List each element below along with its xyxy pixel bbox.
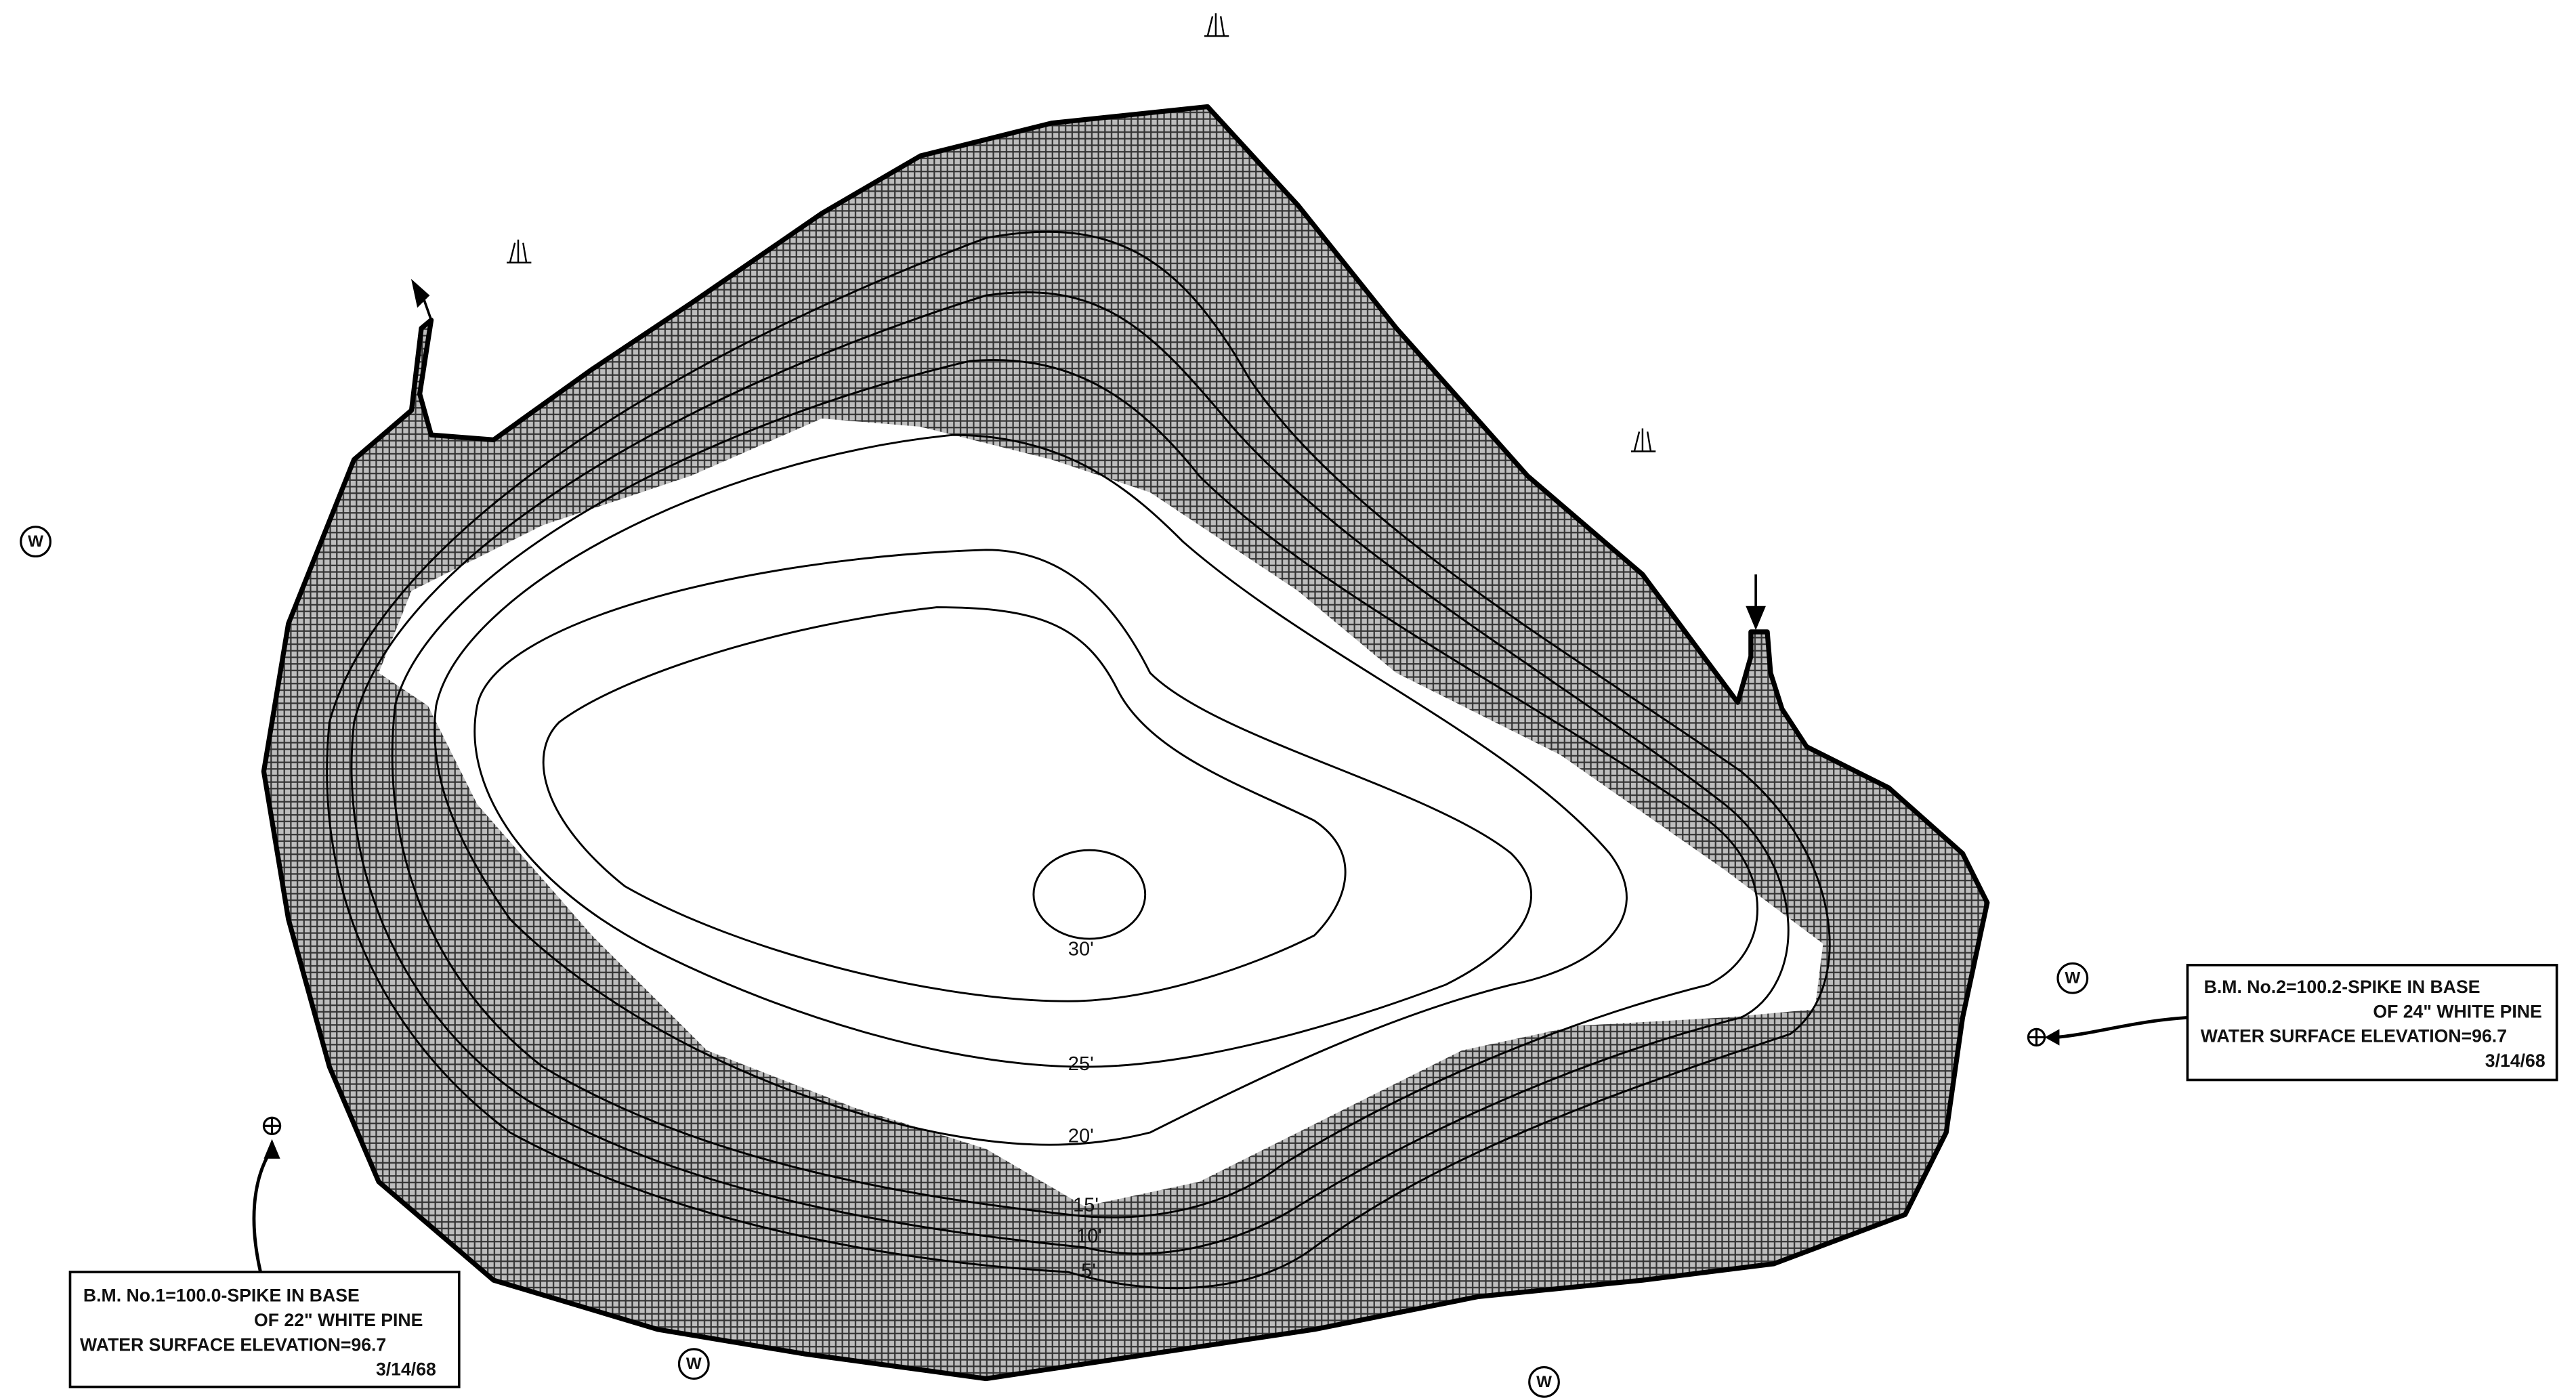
marsh-symbols: [507, 13, 1656, 452]
well-circle: [2056, 962, 2089, 994]
benchmark-text: B.M. No.2=100.2-SPIKE IN BASE: [2204, 977, 2480, 997]
wells: [20, 526, 2089, 1398]
well-label: W: [686, 1355, 702, 1373]
contour-label: 30': [1068, 938, 1094, 960]
contour: [326, 230, 1831, 1290]
contour-label: 15': [1073, 1194, 1099, 1216]
benchmark-text: WATER SURFACE ELEVATION=96.7: [2201, 1026, 2507, 1046]
contour: [473, 549, 1533, 1068]
benchmark-text: 3/14/68: [2485, 1051, 2546, 1071]
contour-label: 5': [1081, 1260, 1096, 1281]
marsh: [1204, 13, 1229, 37]
well-circle: [1528, 1365, 1560, 1398]
well-label: W: [28, 532, 43, 551]
contour-label: 20': [1068, 1126, 1094, 1147]
benchmark-text: WATER SURFACE ELEVATION=96.7: [80, 1334, 386, 1355]
contour-lines: [326, 230, 1831, 1290]
well-circle: [20, 526, 51, 558]
benchmark-text: OF 22" WHITE PINE: [254, 1310, 423, 1330]
benchmark-box: [2186, 964, 2558, 1082]
well-circle: [677, 1348, 710, 1380]
arrowhead: [1746, 606, 1766, 631]
contour: [542, 606, 1347, 1002]
benchmark-box: [68, 1271, 461, 1388]
contour: [391, 359, 1758, 1218]
benchmark-cross: [263, 1118, 280, 1134]
contour-label: 25': [1068, 1053, 1094, 1075]
contour-label: 10': [1076, 1225, 1102, 1247]
leader: [252, 1147, 274, 1273]
contour: [434, 433, 1628, 1146]
benchmark-cross: [2028, 1029, 2045, 1046]
leader: [2056, 1015, 2188, 1039]
contour: [350, 291, 1790, 1255]
arrowhead: [410, 278, 430, 308]
benchmark-text: OF 24" WHITE PINE: [2373, 1001, 2541, 1021]
benchmark-text: B.M. No.1=100.0-SPIKE IN BASE: [83, 1286, 360, 1306]
marsh: [1630, 428, 1656, 452]
marsh: [507, 239, 532, 263]
deep-water: [379, 418, 1823, 1207]
well-label: W: [2065, 969, 2080, 988]
arrowhead: [2044, 1029, 2060, 1046]
flow-arrows: [410, 278, 1766, 631]
contour: [1032, 849, 1147, 940]
benchmark-text: 3/14/68: [376, 1359, 436, 1380]
well-label: W: [1536, 1373, 1552, 1391]
contour-labels: 30' 25' 20' 15' 10' 5': [1068, 938, 1102, 1281]
arrowhead: [263, 1139, 280, 1159]
